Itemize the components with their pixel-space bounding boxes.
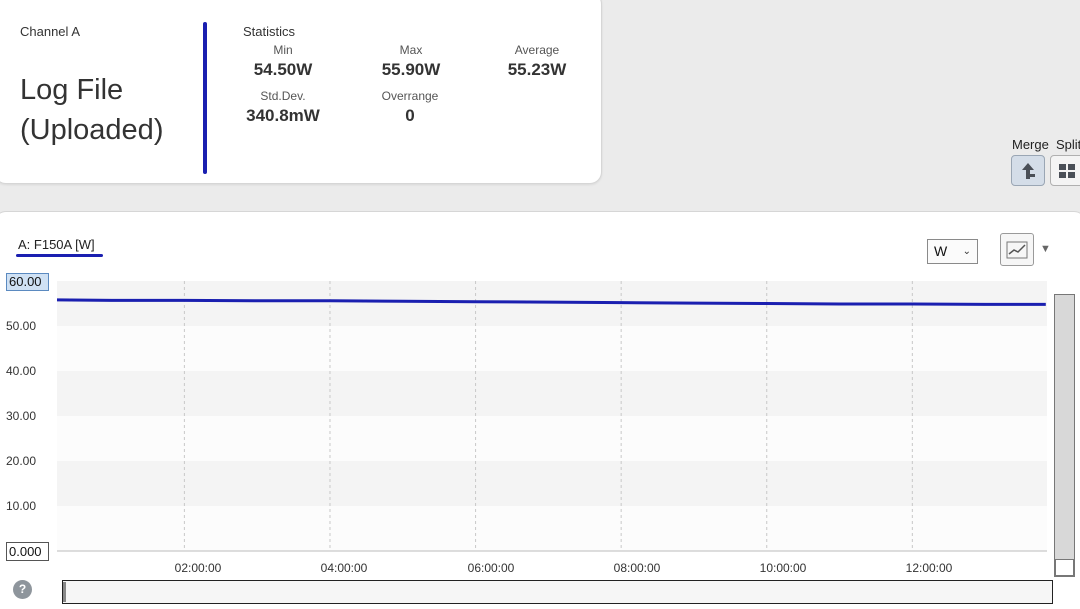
stat-average: Average 55.23W	[482, 43, 592, 80]
grid-band	[57, 416, 1047, 461]
y-tick-label: 50.00	[6, 319, 37, 333]
chart-type-dropdown-arrow[interactable]: ▼	[1040, 243, 1051, 255]
series-color-indicator	[16, 254, 103, 257]
merge-label: Merge	[1012, 137, 1049, 152]
chevron-down-icon: ⌄	[962, 246, 971, 257]
stat-stddev-value: 340.8mW	[246, 106, 320, 125]
help-icon[interactable]: ?	[13, 580, 32, 599]
y-tick-label: 40.00	[6, 364, 37, 378]
time-range-scrollbar[interactable]	[62, 580, 1053, 604]
grid-band	[57, 506, 1047, 551]
x-tick-label: 08:00:00	[613, 561, 661, 575]
y-tick-label: 30.00	[6, 409, 37, 423]
statistics-heading: Statistics	[243, 24, 296, 39]
stat-overrange-value: 0	[405, 106, 415, 125]
time-range-scrollbar-thumb[interactable]	[63, 582, 66, 602]
split-label: Split	[1056, 137, 1080, 152]
series-line	[56, 298, 1046, 306]
stat-average-value: 55.23W	[507, 60, 567, 79]
x-tick-label: 02:00:00	[174, 561, 222, 575]
vertical-scrollbar[interactable]	[1054, 294, 1075, 577]
series-label[interactable]: A: F150A [W]	[18, 237, 95, 252]
grid-band	[57, 371, 1047, 416]
x-tick-label: 10:00:00	[759, 561, 807, 575]
y-tick-label: 10.00	[6, 499, 37, 513]
log-file-title: Log File (Uploaded)	[20, 70, 163, 150]
x-tick-label: 04:00:00	[320, 561, 368, 575]
line-chart-icon	[1006, 241, 1028, 258]
chart-type-button[interactable]	[1000, 233, 1034, 266]
stat-stddev: Std.Dev. 340.8mW	[228, 89, 338, 126]
y-axis-min-input[interactable]: 0.000	[6, 542, 49, 561]
stat-overrange: Overrange 0	[355, 89, 465, 126]
stat-max-value: 55.90W	[381, 60, 441, 79]
merge-icon	[1022, 162, 1035, 179]
grid-band	[57, 461, 1047, 506]
stat-max-label: Max	[399, 43, 423, 57]
unit-select[interactable]: W ⌄	[927, 239, 978, 264]
log-file-title-line1: Log File	[20, 74, 124, 106]
channel-divider	[203, 22, 207, 174]
channel-label: Channel A	[20, 24, 80, 39]
split-button[interactable]	[1050, 155, 1080, 186]
stat-max: Max 55.90W	[356, 43, 466, 80]
vertical-scrollbar-thumb[interactable]	[1055, 559, 1074, 576]
y-tick-label: 20.00	[6, 454, 37, 468]
stat-min: Min 54.50W	[228, 43, 338, 80]
x-tick-label: 12:00:00	[905, 561, 953, 575]
stat-min-value: 54.50W	[253, 60, 313, 79]
stat-overrange-label: Overrange	[381, 89, 439, 103]
statistics-panel	[0, 0, 602, 184]
grid-icon	[1059, 163, 1075, 178]
grid-band	[57, 326, 1047, 371]
y-axis-max-input[interactable]: 60.00	[6, 273, 49, 291]
stat-stddev-label: Std.Dev.	[260, 89, 306, 103]
unit-select-value: W	[934, 243, 948, 259]
stat-average-label: Average	[514, 43, 560, 57]
x-tick-label: 06:00:00	[467, 561, 515, 575]
stat-min-label: Min	[273, 43, 293, 57]
merge-button[interactable]	[1011, 155, 1045, 186]
log-file-title-line2: (Uploaded)	[20, 114, 164, 146]
